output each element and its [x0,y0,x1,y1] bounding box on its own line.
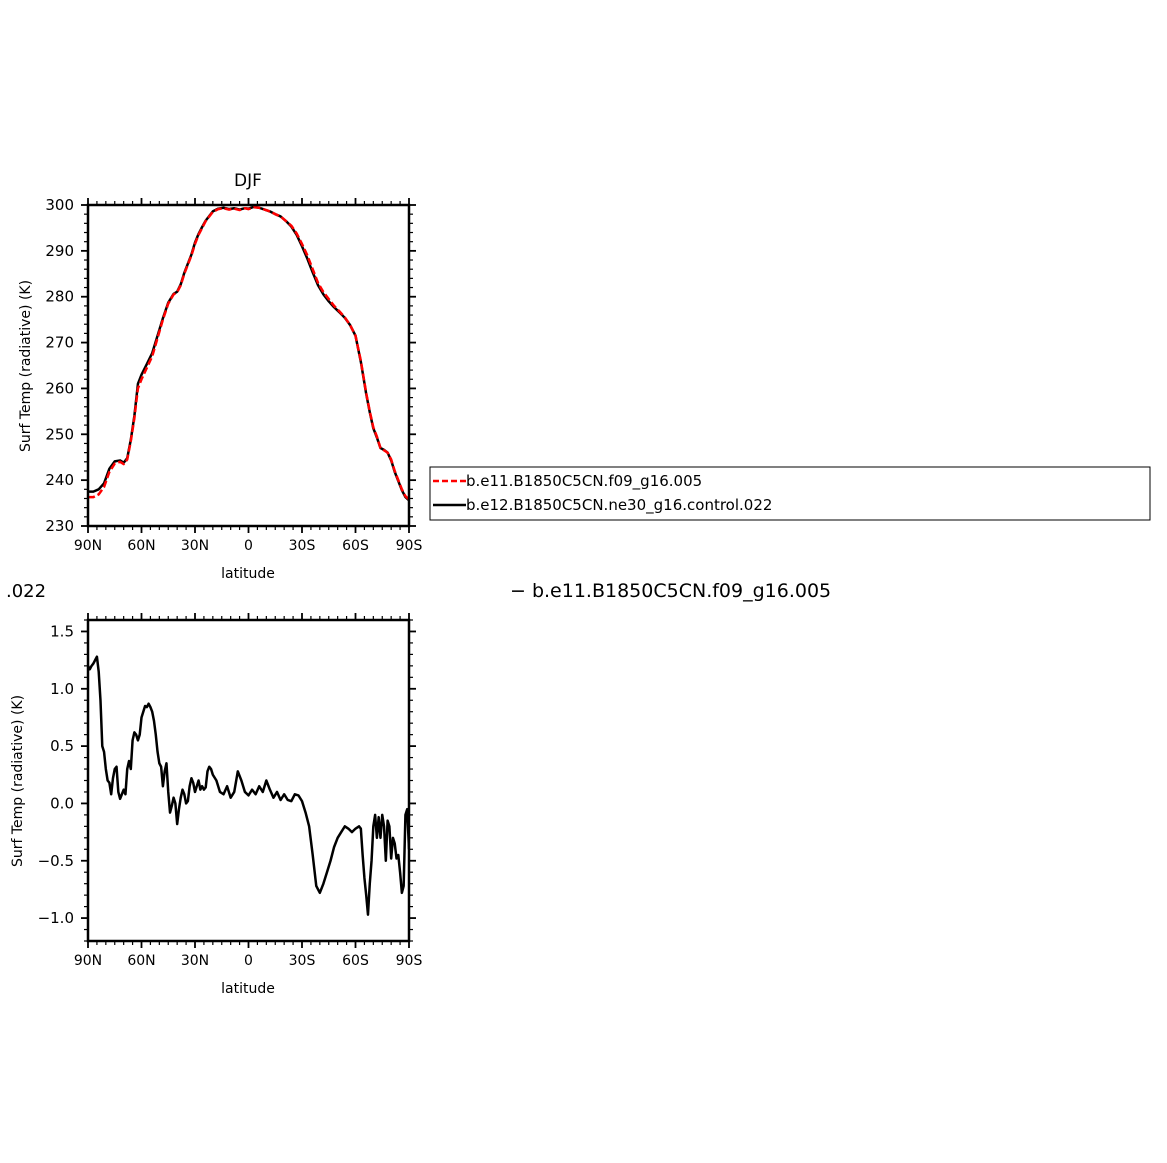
x-tick-label: 60N [127,538,155,554]
y-tick-label: 280 [45,288,74,306]
series-line-difference [88,655,409,916]
legend-label-series-1: b.e11.B1850C5CN.f09_g16.005 [466,472,702,491]
x-tick-label: 90S [396,953,423,969]
y-tick-label: 230 [45,517,74,535]
x-tick-label: 90N [74,953,102,969]
y-tick-label: 300 [45,196,74,214]
y-tick-label: 250 [45,425,74,443]
bottom-chart-panel: 90N 60N 30N 0 30S 60S 90S1.51.00.50.0−0.5−1.0 … [10,613,422,997]
y-tick-label: 0.0 [50,794,74,812]
x-tick-label: 90S [396,538,423,554]
y-tick-label: 1.0 [50,680,74,698]
diff-subtitle: − b.e11.B1850C5CN.f09_g16.005 [510,580,831,602]
top-series-layer [88,205,409,502]
y-tick-label: 270 [45,334,74,352]
y-tick-label: −1.0 [38,909,74,927]
x-tick-label: 60N [127,953,155,969]
y-axis-label: Surf Temp (radiative) (K) [18,280,34,452]
y-tick-label: 0.5 [50,737,74,755]
y-tick-label: −0.5 [38,852,74,870]
x-tick-label: 0 [244,538,253,554]
legend-label-series-2: b.e12.B1850C5CN.ne30_g16.control.022 [466,496,772,515]
top-axes-layer: 90N 60N 30N 0 30S 60S 90S 230 240 250 260 270 280 290… [45,196,422,554]
x-tick-label: 30N [181,953,209,969]
x-tick-label: 0 [244,953,253,969]
bottom-series-layer [88,655,409,916]
x-tick-label: 30S [289,953,316,969]
x-axis-label: latitude [221,566,275,582]
legend: b.e11.B1850C5CN.f09_g16.005 b.e12.B1850C… [429,466,1151,521]
x-tick-label: 30N [181,538,209,554]
series-line-b-e11-b1850c5cn-f09-g16-005 [88,206,409,501]
diff-title-fragment: .022 [6,581,46,602]
y-tick-label: 290 [45,242,74,260]
legend-box [429,466,1151,521]
y-tick-label: 260 [45,379,74,397]
y-axis-label: Surf Temp (radiative) (K) [10,695,26,867]
top-chart-panel: DJF 90N 60N 30N 0 30S 60S 90S 230 240 250 260 270 28… [18,171,422,582]
bottom-axes-layer: 90N 60N 30N 0 30S 60S 90S 1.5 1.0 0.5 0.0 −0.5 −1.0 [38,613,423,969]
y-tick-label: 1.5 [50,622,74,640]
x-tick-label: 90N [74,538,102,554]
x-tick-label: 60S [342,538,369,554]
x-tick-label: 30S [289,538,316,554]
x-axis-label: latitude [221,981,275,997]
y-tick-label: 240 [45,471,74,489]
chart-title: DJF [234,171,262,191]
x-tick-label: 60S [342,953,369,969]
